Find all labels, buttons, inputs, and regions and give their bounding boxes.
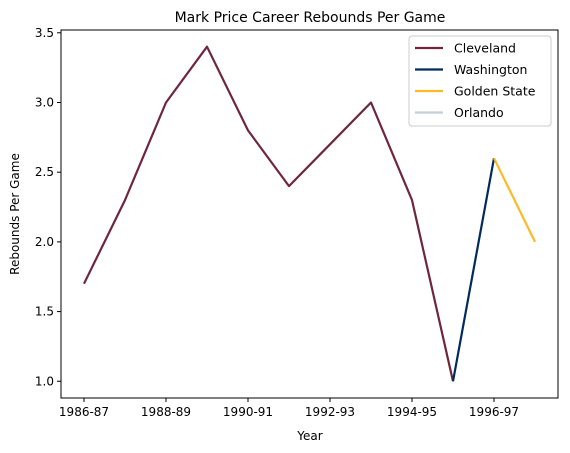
y-axis-title: Rebounds Per Game: [8, 153, 22, 275]
series-line-golden-state: [493, 157, 536, 243]
plot-area: [60, 29, 559, 399]
series-line-cleveland: [83, 45, 455, 382]
legend-label-golden-state: Golden State: [454, 84, 536, 99]
y-tick-label: 3.0: [35, 95, 54, 109]
y-axis: 1.0 1.5 2.0 2.5 3.0 3.5: [35, 26, 61, 388]
legend-label-cleveland: Cleveland: [454, 41, 516, 56]
legend-box: [408, 35, 552, 127]
series-lines: [83, 45, 536, 382]
x-tick-label: 1992-93: [305, 405, 355, 419]
y-tick-label: 1.5: [35, 305, 54, 319]
y-tick-label: 2.5: [35, 165, 54, 179]
y-tick-label: 1.0: [35, 374, 54, 388]
legend: Cleveland Washington Golden State Orlando: [408, 35, 552, 127]
x-tick-label: 1990-91: [223, 405, 273, 419]
x-tick-label: 1986-87: [59, 405, 109, 419]
x-axis-title: Year: [296, 429, 322, 443]
x-tick-label: 1988-89: [141, 405, 191, 419]
x-tick-label: 1996-97: [469, 405, 519, 419]
series-line-washington: [451, 158, 496, 382]
x-tick-label: 1994-95: [387, 405, 437, 419]
chart-title: Mark Price Career Rebounds Per Game: [175, 10, 446, 26]
y-tick-label: 2.0: [35, 235, 54, 249]
legend-label-orlando: Orlando: [454, 105, 504, 120]
legend-label-washington: Washington: [454, 62, 527, 77]
x-axis: 1986-87 1988-89 1990-91 1992-93 1994-95 1996-…: [59, 398, 519, 419]
plot-frame: [60, 29, 559, 399]
y-tick-label: 3.5: [35, 26, 54, 40]
